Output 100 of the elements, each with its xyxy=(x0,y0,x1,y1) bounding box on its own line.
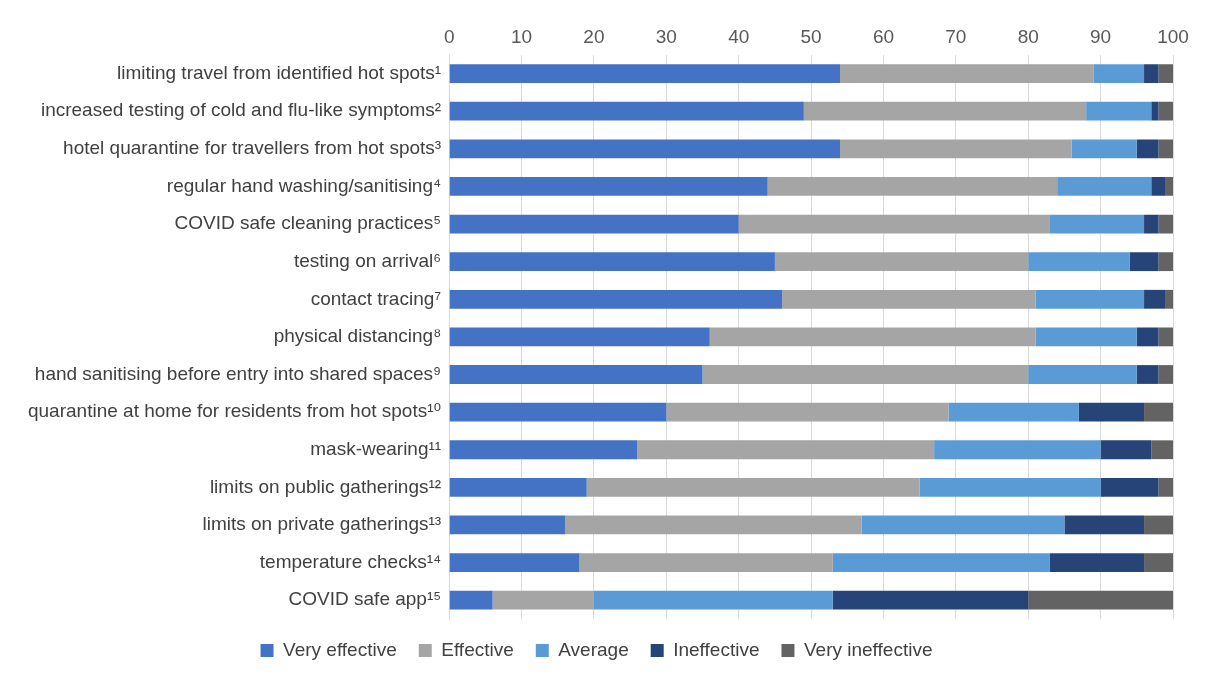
y-tick-label: mask-wearing¹¹ xyxy=(310,437,442,459)
bar xyxy=(767,177,1058,196)
bar xyxy=(1158,64,1173,84)
bar xyxy=(1078,402,1145,422)
bar xyxy=(449,139,841,159)
bar xyxy=(803,101,1087,121)
bar xyxy=(1057,177,1152,196)
y-tick-label: COVID safe cleaning practices⁵ xyxy=(174,212,442,234)
bar xyxy=(1158,214,1173,234)
bar xyxy=(702,365,1029,384)
bar xyxy=(840,139,1072,159)
bar xyxy=(449,440,638,460)
bar xyxy=(774,252,1029,272)
bar xyxy=(1144,515,1173,535)
y-tick-label: increased testing of cold and flu-like symptoms² xyxy=(40,99,442,121)
y-tick-label: limits on public gatherings¹² xyxy=(209,475,442,497)
bar xyxy=(1028,590,1173,610)
bar xyxy=(1049,214,1145,234)
bar xyxy=(449,177,768,196)
x-tick-label: 80 xyxy=(1017,25,1039,47)
legend-label: Average xyxy=(558,638,629,660)
bar xyxy=(449,365,703,384)
bar xyxy=(449,553,580,572)
bar xyxy=(919,477,1101,497)
y-tick-label: COVID safe app¹⁵ xyxy=(288,588,442,610)
bar xyxy=(586,477,920,497)
y-tick-label: limiting travel from identified hot spots¹ xyxy=(116,61,442,83)
bar xyxy=(1144,553,1173,572)
bar xyxy=(449,101,804,121)
x-tick-label: 30 xyxy=(655,25,677,47)
y-tick-label: temperature checks¹⁴ xyxy=(259,550,442,572)
bar xyxy=(1144,214,1159,234)
bar xyxy=(1136,139,1159,159)
legend-label: Very ineffective xyxy=(803,638,933,660)
bar xyxy=(449,327,710,347)
y-tick-label: regular hand washing/sanitising⁴ xyxy=(166,174,442,196)
bar xyxy=(1158,252,1173,272)
bar xyxy=(1093,64,1145,84)
bar xyxy=(1158,139,1173,159)
x-tick-label: 90 xyxy=(1090,25,1112,47)
bar xyxy=(1028,365,1137,384)
bar xyxy=(1165,289,1173,309)
bar xyxy=(593,590,833,610)
y-tick-label: hand sanitising before entry into shared spaces⁹ xyxy=(34,362,442,384)
x-tick-label: 20 xyxy=(583,25,605,47)
bar xyxy=(1100,440,1152,460)
bar xyxy=(449,515,565,535)
x-tick-label: 40 xyxy=(728,25,750,47)
legend-label: Very effective xyxy=(283,638,397,660)
x-tick-label: 60 xyxy=(872,25,895,47)
bar xyxy=(1151,440,1173,460)
bar xyxy=(832,590,1029,610)
bar xyxy=(738,214,1050,234)
y-tick-label: contact tracing⁷ xyxy=(310,287,442,309)
bar xyxy=(1129,252,1159,272)
bar xyxy=(1165,177,1173,196)
bar xyxy=(492,590,594,610)
legend-label: Ineffective xyxy=(673,638,760,660)
bar xyxy=(449,252,775,272)
y-tick-label: quarantine at home for residents from hot spots¹⁰ xyxy=(27,400,442,422)
bar xyxy=(1136,327,1159,347)
bar xyxy=(1028,252,1130,272)
bar xyxy=(449,402,667,422)
bar xyxy=(948,402,1079,422)
bar xyxy=(449,289,783,309)
bar xyxy=(1086,101,1152,121)
bar xyxy=(1049,553,1145,572)
x-tick-label: 100 xyxy=(1157,25,1189,47)
bar xyxy=(637,440,935,460)
bar xyxy=(861,515,1065,535)
bar xyxy=(1136,365,1159,384)
bar xyxy=(1144,402,1173,422)
bar xyxy=(1071,139,1137,159)
x-tick-label: 50 xyxy=(800,25,822,47)
legend-label: Effective xyxy=(441,638,514,660)
x-tick-label: 0 xyxy=(443,25,455,47)
bar xyxy=(1035,289,1145,309)
x-tick-label: 70 xyxy=(945,25,967,47)
bar xyxy=(449,590,493,610)
x-tick-label: 10 xyxy=(510,25,533,47)
bar xyxy=(1035,327,1137,347)
bar xyxy=(782,289,1036,309)
bar xyxy=(1144,289,1166,309)
bar xyxy=(832,553,1050,572)
bar xyxy=(449,214,739,234)
bar xyxy=(449,64,841,84)
bar xyxy=(709,327,1036,347)
bar xyxy=(1064,515,1145,535)
bar xyxy=(1158,365,1173,384)
y-tick-label: testing on arrival⁶ xyxy=(293,249,442,271)
bar xyxy=(934,440,1101,460)
bar xyxy=(449,477,587,497)
y-tick-label: hotel quarantine for travellers from hot spots³ xyxy=(63,137,442,159)
bar xyxy=(1158,101,1173,121)
bar xyxy=(840,64,1094,84)
bar xyxy=(579,553,833,572)
bar xyxy=(666,402,949,422)
bar xyxy=(1144,64,1159,84)
bar xyxy=(1151,101,1159,121)
bar xyxy=(1100,477,1159,497)
